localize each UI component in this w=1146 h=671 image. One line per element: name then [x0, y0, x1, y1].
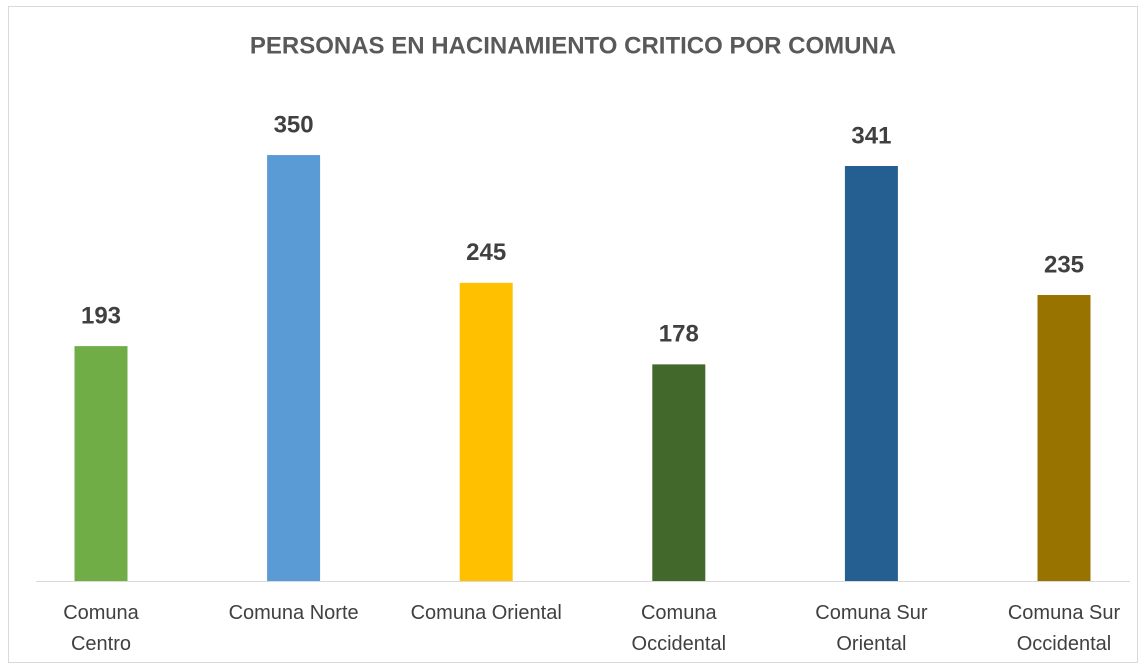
x-tick-label: Comuna Sur Oriental	[815, 602, 928, 655]
chart-border	[8, 6, 1138, 663]
data-label: 341	[851, 122, 891, 149]
x-tick-label: Comuna Norte	[228, 602, 359, 624]
bar	[1037, 295, 1091, 581]
bar	[844, 166, 898, 582]
data-label: 193	[81, 302, 121, 329]
data-label: 235	[1044, 251, 1084, 278]
x-tick-label: Comuna Occidental	[631, 602, 727, 655]
chart-title: PERSONAS EN HACINAMIENTO CRITICO POR COM…	[250, 32, 896, 59]
bar	[267, 155, 321, 582]
x-tick-label: Comuna Centro	[63, 602, 139, 655]
data-label: 245	[466, 239, 506, 266]
bar	[459, 282, 513, 581]
bar	[652, 364, 706, 581]
x-tick-label: Comuna Oriental	[410, 602, 562, 624]
x-tick-label: Comuna Sur Occidental	[1007, 602, 1121, 655]
bar	[74, 346, 128, 581]
data-label: 350	[274, 111, 314, 138]
data-label: 178	[659, 321, 699, 348]
